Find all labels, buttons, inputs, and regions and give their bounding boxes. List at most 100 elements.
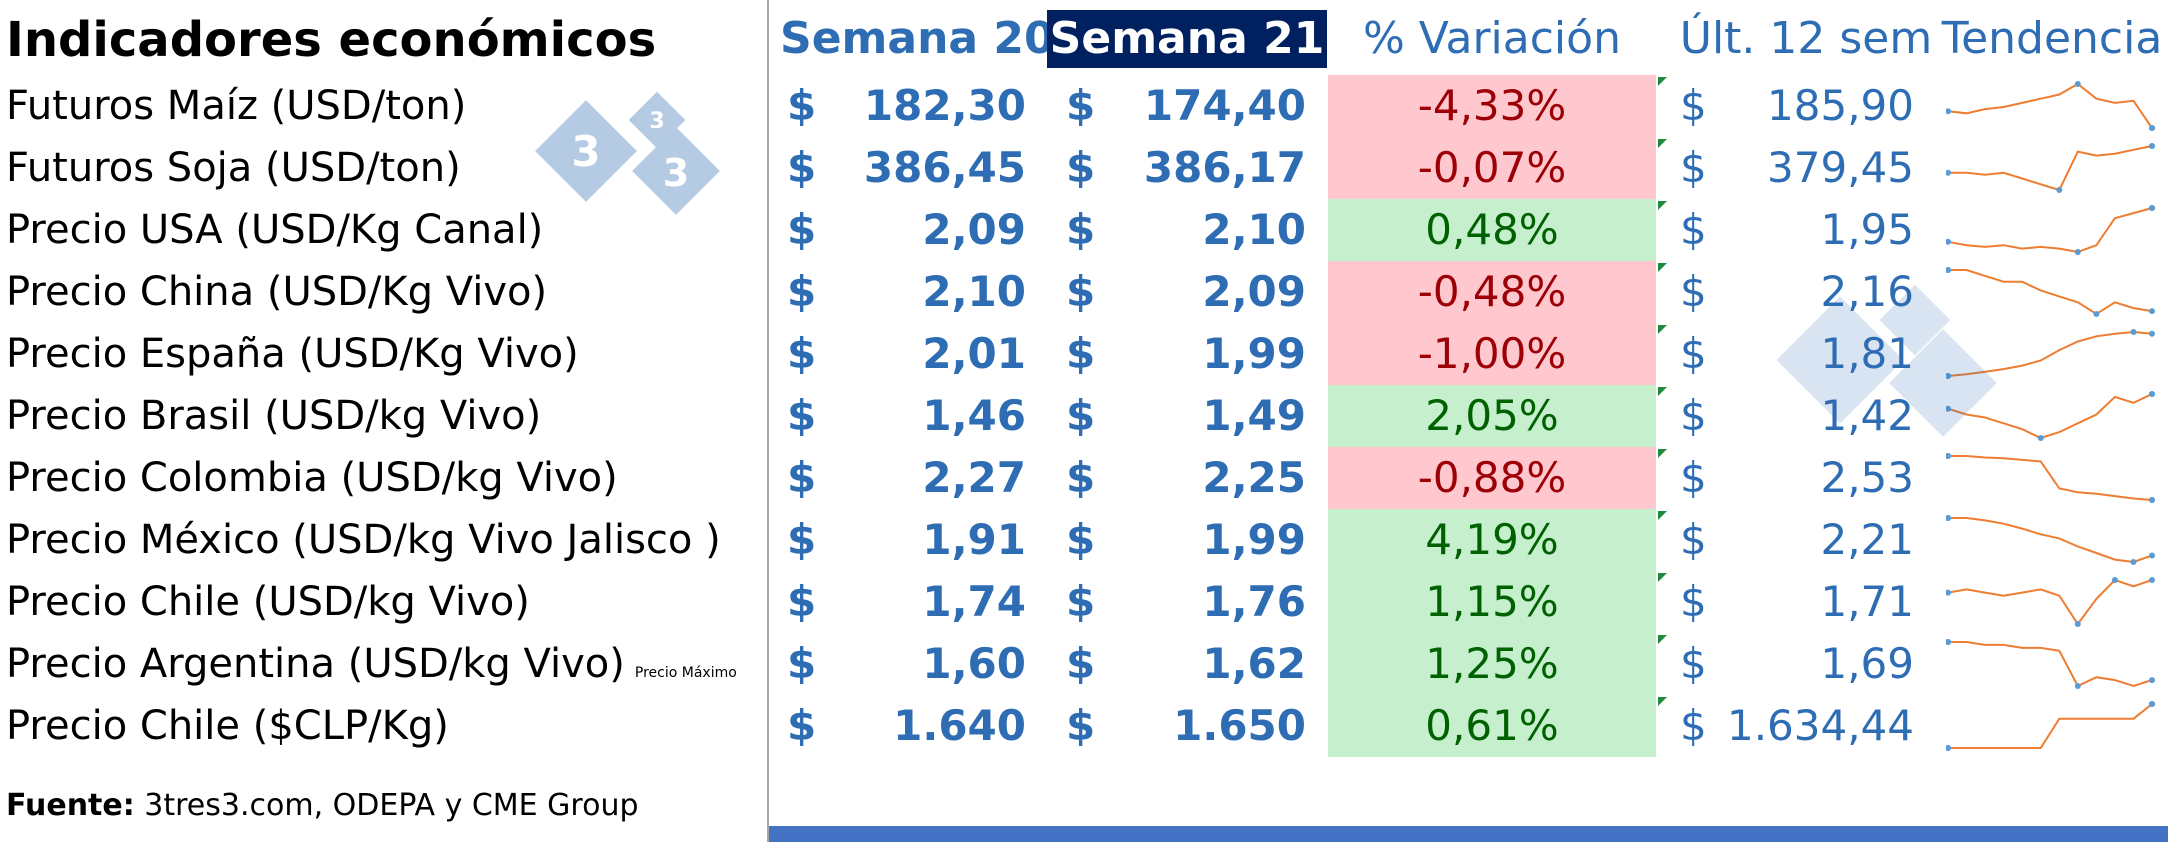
currency-symbol-s21: $ (1066, 577, 1096, 626)
variation-cell: 1,25% (1328, 633, 1656, 695)
indicator-name: Futuros Maíz (USD/ton) (6, 83, 467, 129)
sparkline-marker (2074, 621, 2081, 627)
trend-sparkline (1946, 577, 2155, 627)
cell-comment-marker-icon (1658, 511, 1667, 520)
indicator-name: Precio México (USD/kg Vivo Jalisco ) (6, 517, 721, 563)
variation-cell: -1,00% (1328, 323, 1656, 385)
sparkline-marker (2149, 308, 2155, 315)
value-ultimas-12-sem: 2,16 (1820, 267, 1914, 316)
trend-sparkline (1946, 453, 2155, 503)
trend-sparkline (1946, 81, 2155, 131)
logo-3tres3-watermark-icon (1776, 284, 1997, 437)
indicator-name: Precio Chile (USD/kg Vivo) (6, 579, 530, 625)
currency-symbol-s20: $ (787, 143, 817, 192)
currency-symbol-s20: $ (787, 391, 817, 440)
logo-digit: 3 (663, 151, 689, 195)
currency-symbol-s21: $ (1066, 143, 1096, 192)
cell-comment-marker-icon (1658, 325, 1667, 334)
trend-sparkline (1946, 639, 2155, 689)
currency-symbol-u12: $ (1680, 391, 1707, 440)
cell-comment-marker-icon (1658, 387, 1667, 396)
table-row: Futuros Maíz (USD/ton) $182,30 $174,40 -4,3… (0, 75, 2168, 137)
currency-symbol-u12: $ (1680, 205, 1707, 254)
cell-comment-marker-icon (1658, 139, 1667, 148)
header-ultimas-12-semanas: Últ. 12 sem (1679, 13, 1933, 64)
sparkline-marker (1946, 589, 1951, 596)
trend-sparkline (1946, 515, 2155, 565)
sparkline-marker (1946, 267, 1951, 273)
variation-cell: -4,33% (1328, 75, 1656, 137)
sparkline-marker (2149, 391, 2155, 397)
cell-comment-marker-icon (1658, 201, 1667, 210)
currency-symbol-s20: $ (787, 205, 817, 254)
currency-symbol-s20: $ (787, 453, 817, 502)
value-semana-20: 2,01 (922, 329, 1026, 378)
bottom-accent-bar (769, 826, 2168, 842)
vertical-divider (767, 0, 769, 842)
logo-digit: 3 (649, 109, 664, 134)
sparkline-marker (2074, 683, 2081, 689)
value-semana-21: 1,99 (1202, 515, 1306, 564)
sparkline-line (1947, 393, 2153, 440)
sparkline-line (1948, 145, 2153, 192)
currency-symbol-s21: $ (1066, 639, 1096, 688)
variation-cell: -0,07% (1328, 137, 1656, 199)
value-semana-20: 182,30 (863, 81, 1026, 130)
variation-cell: 0,61% (1328, 695, 1656, 757)
currency-symbol-u12: $ (1680, 143, 1707, 192)
indicator-label: Precio Brasil (USD/kg Vivo) (6, 385, 541, 447)
value-ultimas-12-sem: 1,71 (1820, 577, 1914, 626)
sparkline-marker (2149, 577, 2155, 583)
currency-symbol-u12: $ (1680, 639, 1707, 688)
currency-symbol-s20: $ (787, 81, 817, 130)
trend-sparkline (1946, 267, 2155, 317)
currency-symbol-u12: $ (1680, 267, 1707, 316)
indicator-label: Precio Colombia (USD/kg Vivo) (6, 447, 618, 509)
sparkline-marker (2111, 577, 2118, 583)
sparkline-marker (2093, 311, 2100, 317)
sparkline-line (1948, 269, 2153, 316)
sparkline-line (1947, 207, 2153, 254)
logo-digit: 3 (571, 127, 600, 176)
sparkline-marker (1946, 108, 1951, 115)
value-semana-21: 1,99 (1202, 329, 1306, 378)
indicator-label: Precio México (USD/kg Vivo Jalisco ) (6, 509, 721, 571)
value-semana-20: 386,45 (863, 143, 1026, 192)
currency-symbol-u12: $ (1680, 81, 1707, 130)
indicator-label: Precio Chile ($CLP/Kg) (6, 695, 449, 757)
value-semana-20: 1,46 (922, 391, 1026, 440)
sparkline-marker (1946, 515, 1951, 521)
variation-cell: -0,88% (1328, 447, 1656, 509)
value-semana-21: 2,10 (1202, 205, 1306, 254)
value-ultimas-12-sem: 1,42 (1820, 391, 1914, 440)
sparkline-marker (1946, 639, 1951, 645)
sparkline-marker (2056, 187, 2063, 193)
currency-symbol-s20: $ (787, 701, 817, 750)
currency-symbol-s21: $ (1066, 701, 1096, 750)
sparkline-marker (1946, 169, 1951, 176)
variation-cell: 4,19% (1328, 509, 1656, 571)
sparkline-line (1947, 578, 2153, 626)
sparkline-marker (1946, 405, 1951, 412)
currency-symbol-s21: $ (1066, 515, 1096, 564)
value-semana-20: 1,60 (922, 639, 1026, 688)
table-row: Precio Colombia (USD/kg Vivo) $2,27 $2,25-… (0, 447, 2168, 509)
value-semana-20: 1,74 (922, 577, 1026, 626)
sparkline-marker (2130, 329, 2137, 335)
sparkline-marker (1946, 238, 1951, 245)
value-semana-21: 1,76 (1202, 577, 1306, 626)
currency-symbol-u12: $ (1680, 329, 1707, 378)
value-semana-20: 1,91 (922, 515, 1026, 564)
table-row: Precio México (USD/kg Vivo Jalisco ) $1,9… (0, 509, 2168, 571)
value-semana-20: 2,10 (922, 267, 1026, 316)
variation-cell: 0,48% (1328, 199, 1656, 261)
currency-symbol-s21: $ (1066, 205, 1096, 254)
source-label: Fuente: (6, 788, 135, 823)
table-row: Precio España (USD/Kg Vivo) $2,01 $1,99 -1,… (0, 323, 2168, 385)
currency-symbol-s20: $ (787, 267, 817, 316)
indicator-note: Precio Máximo (634, 665, 737, 681)
trend-sparkline (1946, 329, 2155, 379)
indicator-name: Precio España (USD/Kg Vivo) (6, 331, 579, 377)
header-semana-20: Semana 20 (780, 13, 1055, 64)
indicator-label: Futuros Soja (USD/ton) (6, 137, 461, 199)
